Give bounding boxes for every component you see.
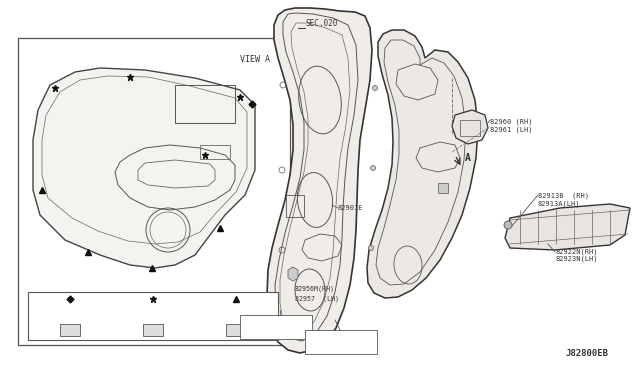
Bar (438, 183, 448, 193)
Text: 82957  (LH): 82957 (LH) (295, 295, 339, 301)
Circle shape (369, 246, 374, 250)
Text: 82923N(LH): 82923N(LH) (555, 256, 598, 263)
Circle shape (504, 221, 512, 229)
Bar (175, 85, 235, 123)
Text: 2B1740(RH): 2B1740(RH) (308, 338, 348, 344)
Bar (18, 38, 290, 345)
Polygon shape (267, 8, 372, 353)
Polygon shape (505, 204, 630, 250)
Text: 82913B  (RH): 82913B (RH) (538, 192, 589, 199)
Bar (227, 324, 246, 336)
Text: J82800EB: J82800EB (565, 349, 608, 358)
Bar (305, 330, 377, 354)
Bar (60, 324, 79, 336)
Text: SEC.020: SEC.020 (305, 19, 337, 28)
Text: 82913A(LH): 82913A(LH) (538, 200, 580, 206)
Text: B2900FB: B2900FB (221, 314, 252, 320)
Circle shape (371, 166, 376, 170)
Circle shape (372, 86, 378, 90)
Polygon shape (288, 267, 298, 281)
Text: B2900F: B2900F (57, 314, 83, 320)
Text: VIEW A: VIEW A (240, 55, 270, 64)
Polygon shape (452, 110, 488, 144)
Text: 2B1750(LH): 2B1750(LH) (308, 345, 348, 352)
Bar (200, 145, 230, 159)
Bar (286, 195, 304, 217)
Text: 82960 (RH): 82960 (RH) (490, 118, 532, 125)
Text: 82901E: 82901E (338, 205, 364, 211)
Bar (240, 315, 312, 339)
Text: 82961 (LH): 82961 (LH) (490, 126, 532, 132)
Text: 82922N(RH): 82922N(RH) (555, 248, 598, 254)
Text: A: A (465, 153, 471, 163)
Bar (28, 292, 278, 340)
Text: 82901 (LH): 82901 (LH) (244, 330, 284, 337)
Text: 82900 (RH): 82900 (RH) (244, 323, 284, 330)
Bar (460, 120, 480, 136)
Bar (143, 324, 163, 336)
Text: 82956M(RH): 82956M(RH) (295, 286, 335, 292)
Polygon shape (367, 30, 478, 298)
Text: B2900FA: B2900FA (138, 314, 168, 320)
Polygon shape (33, 68, 255, 268)
